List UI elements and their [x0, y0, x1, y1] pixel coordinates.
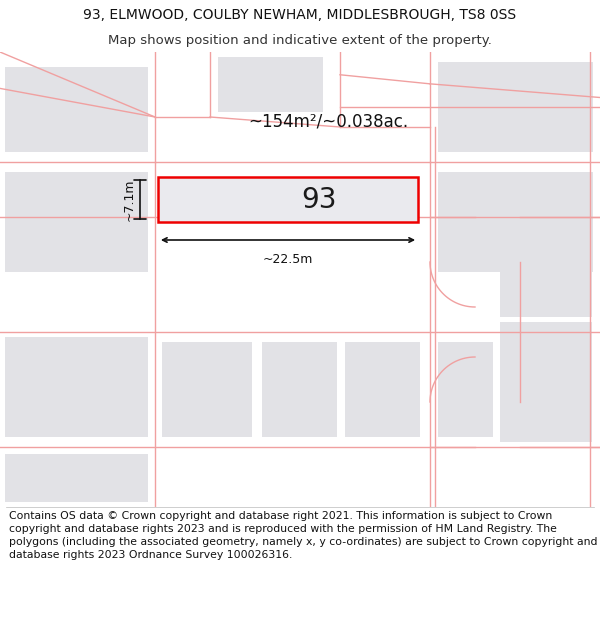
Bar — [5, 337, 148, 437]
Text: 93: 93 — [301, 186, 337, 214]
Text: ~22.5m: ~22.5m — [263, 253, 313, 266]
Bar — [5, 454, 148, 502]
Bar — [500, 222, 592, 317]
Bar — [438, 342, 493, 437]
Text: ~7.1m: ~7.1m — [123, 178, 136, 221]
Bar — [5, 67, 148, 152]
Bar — [218, 57, 323, 112]
Bar — [438, 172, 593, 272]
Text: Map shows position and indicative extent of the property.: Map shows position and indicative extent… — [108, 34, 492, 47]
Bar — [158, 177, 418, 222]
Text: ~154m²/~0.038ac.: ~154m²/~0.038ac. — [248, 113, 408, 131]
Text: 93, ELMWOOD, COULBY NEWHAM, MIDDLESBROUGH, TS8 0SS: 93, ELMWOOD, COULBY NEWHAM, MIDDLESBROUG… — [83, 8, 517, 21]
Text: Contains OS data © Crown copyright and database right 2021. This information is : Contains OS data © Crown copyright and d… — [9, 511, 598, 561]
Bar — [5, 172, 148, 272]
Bar — [500, 322, 592, 442]
Bar — [345, 342, 420, 437]
Bar — [438, 62, 593, 152]
Bar — [262, 342, 337, 437]
Bar — [162, 342, 252, 437]
